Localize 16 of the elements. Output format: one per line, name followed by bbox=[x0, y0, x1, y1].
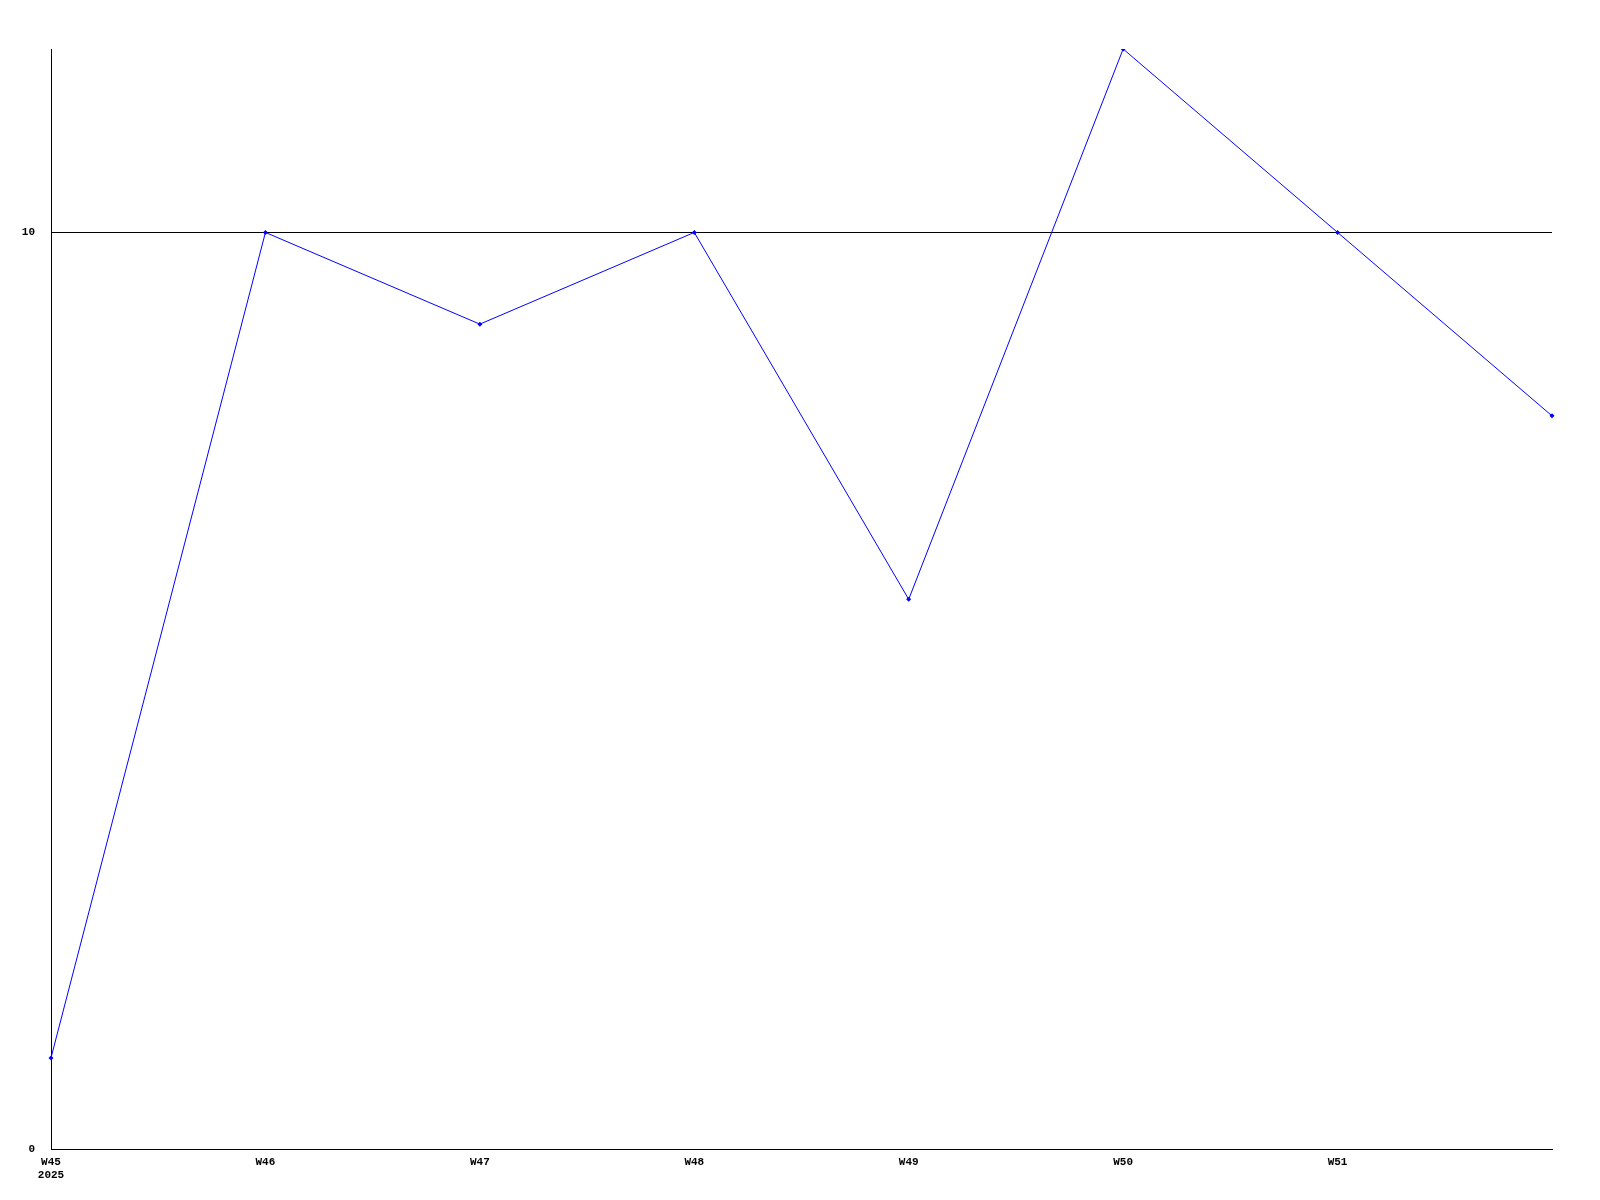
x-tick-label: W49 bbox=[898, 1155, 919, 1168]
x-tick-label: W46 bbox=[255, 1155, 276, 1168]
point bbox=[906, 596, 912, 602]
point bbox=[262, 229, 268, 235]
point bbox=[48, 1055, 54, 1061]
x-tick-label: W47 bbox=[469, 1155, 490, 1168]
x-tick-label: W51 bbox=[1327, 1155, 1348, 1168]
y-tick-label: 0 bbox=[28, 1143, 35, 1156]
point bbox=[1549, 413, 1555, 419]
x-tick-label: W48 bbox=[684, 1155, 705, 1168]
point bbox=[477, 321, 483, 327]
y-tick-label: 10 bbox=[21, 226, 35, 239]
x-tick-label: W50 bbox=[1113, 1155, 1134, 1168]
x-tick-label: W45 2025 bbox=[37, 1155, 65, 1182]
point bbox=[1335, 229, 1341, 235]
point bbox=[691, 229, 697, 235]
